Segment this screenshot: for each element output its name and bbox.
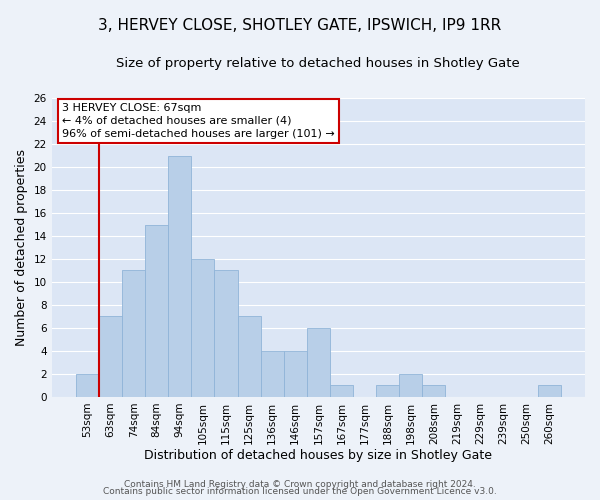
Bar bbox=[376, 386, 399, 397]
Text: 3 HERVEY CLOSE: 67sqm
← 4% of detached houses are smaller (4)
96% of semi-detach: 3 HERVEY CLOSE: 67sqm ← 4% of detached h… bbox=[62, 102, 335, 139]
Bar bbox=[422, 386, 445, 397]
Bar bbox=[284, 351, 307, 397]
Title: Size of property relative to detached houses in Shotley Gate: Size of property relative to detached ho… bbox=[116, 58, 520, 70]
Bar bbox=[238, 316, 260, 397]
Bar bbox=[122, 270, 145, 397]
X-axis label: Distribution of detached houses by size in Shotley Gate: Distribution of detached houses by size … bbox=[145, 450, 493, 462]
Bar bbox=[76, 374, 99, 397]
Y-axis label: Number of detached properties: Number of detached properties bbox=[15, 149, 28, 346]
Bar bbox=[145, 224, 168, 397]
Bar bbox=[538, 386, 561, 397]
Bar bbox=[214, 270, 238, 397]
Bar bbox=[99, 316, 122, 397]
Text: 3, HERVEY CLOSE, SHOTLEY GATE, IPSWICH, IP9 1RR: 3, HERVEY CLOSE, SHOTLEY GATE, IPSWICH, … bbox=[98, 18, 502, 32]
Text: Contains public sector information licensed under the Open Government Licence v3: Contains public sector information licen… bbox=[103, 488, 497, 496]
Bar bbox=[399, 374, 422, 397]
Text: Contains HM Land Registry data © Crown copyright and database right 2024.: Contains HM Land Registry data © Crown c… bbox=[124, 480, 476, 489]
Bar bbox=[307, 328, 330, 397]
Bar bbox=[191, 259, 214, 397]
Bar bbox=[168, 156, 191, 397]
Bar bbox=[330, 386, 353, 397]
Bar bbox=[260, 351, 284, 397]
